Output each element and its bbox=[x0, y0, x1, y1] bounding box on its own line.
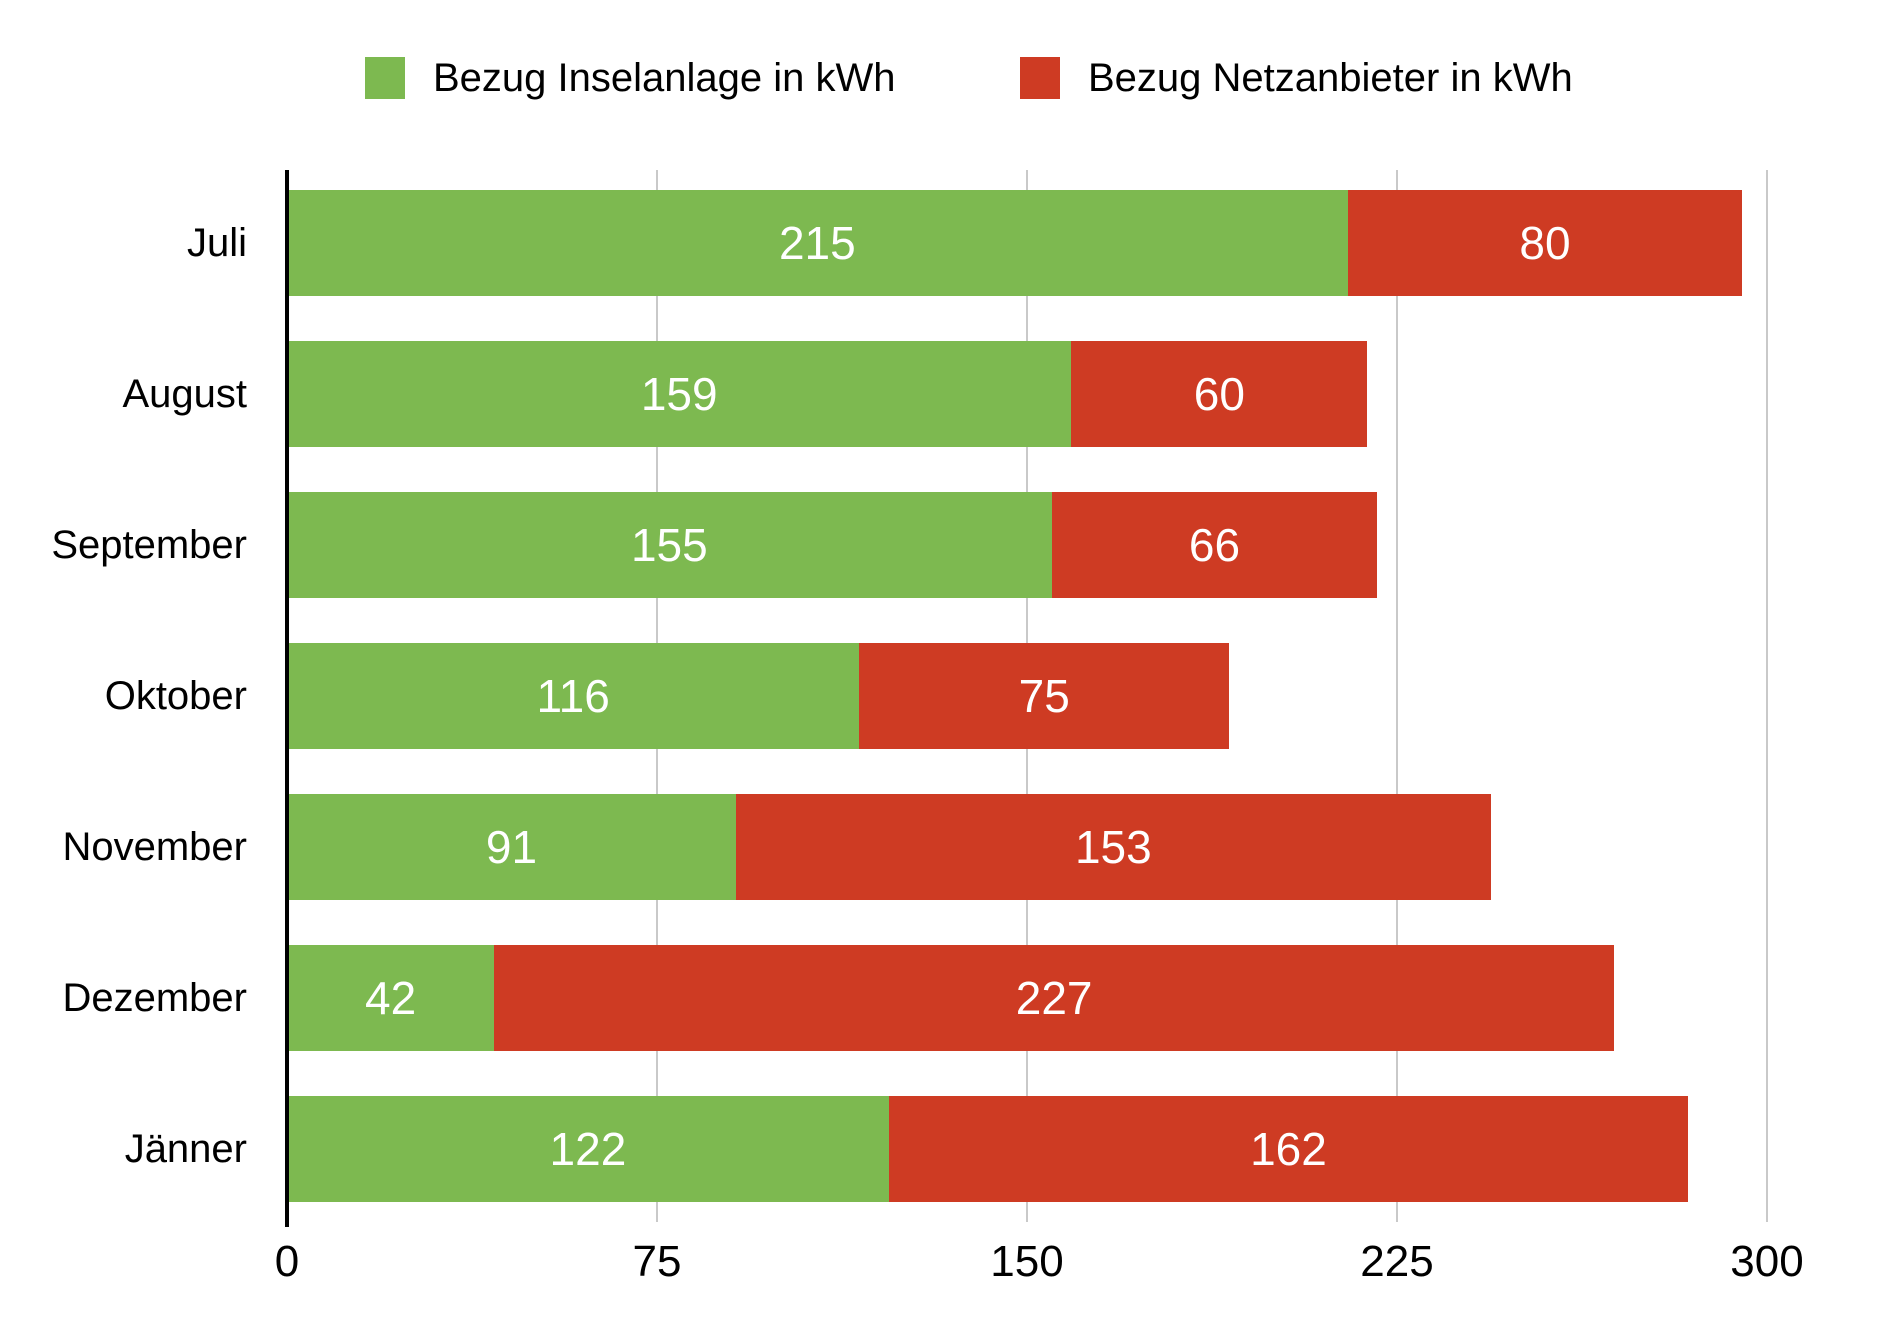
legend-item-inselanlage: Bezug Inselanlage in kWh bbox=[365, 57, 896, 99]
legend-item-netzanbieter: Bezug Netzanbieter in kWh bbox=[1020, 57, 1573, 99]
bar-value-label: 155 bbox=[630, 519, 708, 571]
bar-row-november: 91 153 bbox=[287, 794, 1767, 900]
bar-segment-inselanlage: 122 bbox=[287, 1096, 889, 1202]
y-axis-line bbox=[285, 170, 289, 1227]
bar-value-label: 153 bbox=[1074, 821, 1152, 873]
bar-segment-netzanbieter: 162 bbox=[888, 1096, 1689, 1202]
x-tick-label-0: 0 bbox=[274, 1237, 300, 1286]
bar-row-dezember: 42 227 bbox=[287, 945, 1767, 1051]
bar-value-label: 66 bbox=[1188, 519, 1241, 571]
bar-segment-inselanlage: 116 bbox=[287, 643, 860, 749]
category-label-dezember: Dezember bbox=[62, 975, 247, 1020]
bar-segment-netzanbieter: 153 bbox=[735, 794, 1491, 900]
bar-row-oktober: 116 75 bbox=[287, 643, 1767, 749]
category-label-november: November bbox=[62, 824, 247, 869]
x-tick-label-300: 300 bbox=[1730, 1237, 1804, 1286]
bar-row-juli: 215 80 bbox=[287, 190, 1767, 296]
bar-segment-netzanbieter: 227 bbox=[494, 945, 1615, 1051]
bar-value-label: 159 bbox=[640, 368, 718, 420]
x-tick-label-150: 150 bbox=[990, 1237, 1064, 1286]
bar-segment-inselanlage: 155 bbox=[287, 492, 1052, 598]
bar-value-label: 122 bbox=[549, 1123, 627, 1175]
bar-value-label: 91 bbox=[485, 821, 538, 873]
bar-value-label: 75 bbox=[1018, 670, 1070, 722]
gridline-225 bbox=[1396, 170, 1398, 1222]
bar-value-label: 60 bbox=[1193, 368, 1245, 420]
bar-segment-netzanbieter: 66 bbox=[1051, 492, 1378, 598]
bar-value-label: 80 bbox=[1519, 217, 1571, 269]
bar-segment-inselanlage: 91 bbox=[287, 794, 736, 900]
bar-row-september: 155 66 bbox=[287, 492, 1767, 598]
legend-swatch-icon bbox=[1020, 57, 1060, 99]
legend-label: Bezug Inselanlage in kWh bbox=[433, 56, 896, 100]
bar-row-august: 159 60 bbox=[287, 341, 1767, 447]
bar-segment-inselanlage: 42 bbox=[287, 945, 495, 1051]
gridline-300 bbox=[1766, 170, 1768, 1222]
bar-segment-inselanlage: 215 bbox=[287, 190, 1348, 296]
bar-value-label: 42 bbox=[365, 972, 417, 1024]
legend-swatch-icon bbox=[365, 57, 405, 99]
bar-segment-netzanbieter: 80 bbox=[1347, 190, 1743, 296]
category-label-juli: Juli bbox=[186, 220, 247, 265]
category-label-jänner: Jänner bbox=[124, 1126, 247, 1171]
bar-value-label: 215 bbox=[778, 217, 856, 269]
category-label-august: August bbox=[122, 371, 247, 416]
bar-segment-netzanbieter: 60 bbox=[1071, 341, 1368, 447]
x-tick-label-225: 225 bbox=[1360, 1237, 1434, 1286]
bar-segment-inselanlage: 159 bbox=[287, 341, 1072, 447]
bar-value-label: 116 bbox=[536, 670, 610, 722]
bar-value-label: 162 bbox=[1250, 1123, 1327, 1175]
category-label-oktober: Oktober bbox=[104, 673, 247, 718]
bar-row-jänner: 122 162 bbox=[287, 1096, 1767, 1202]
category-label-september: September bbox=[51, 522, 247, 567]
bar-value-label: 227 bbox=[1015, 972, 1093, 1024]
legend-label: Bezug Netzanbieter in kWh bbox=[1088, 56, 1573, 100]
plot-area: 215 80 159 60 155 66 116 75 91 153 42 227 122 162 0 75… bbox=[275, 170, 1804, 1284]
x-tick-label-75: 75 bbox=[632, 1237, 682, 1286]
bar-segment-netzanbieter: 75 bbox=[859, 643, 1230, 749]
